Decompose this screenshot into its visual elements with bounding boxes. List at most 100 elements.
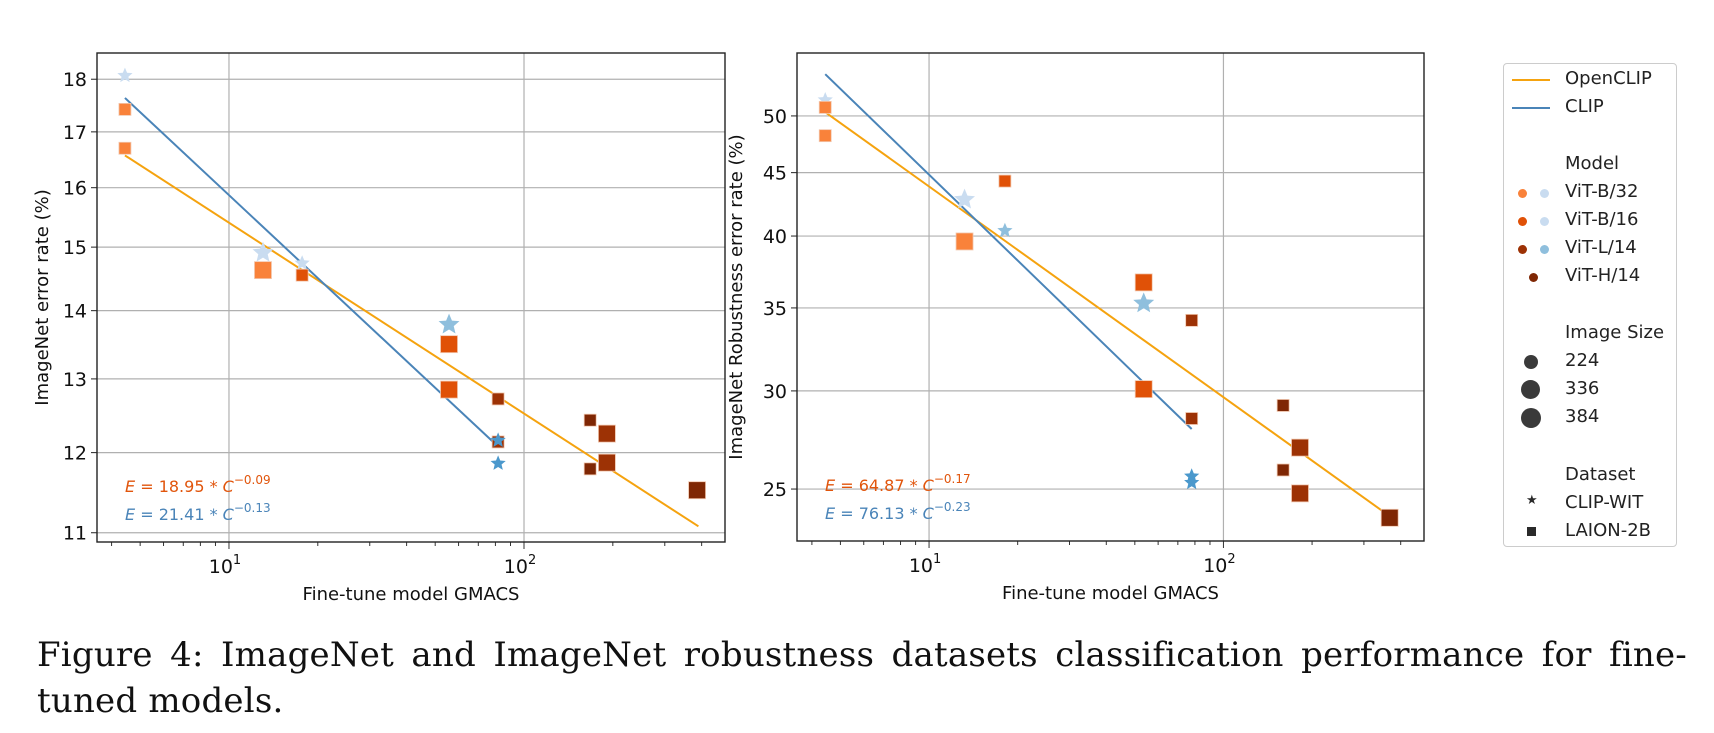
figure: 11 12 13 14 15 16 17 18 101 102 Fine-tune model GM… — [32, 52, 1425, 605]
laion-square-marker — [598, 453, 616, 472]
laion-square-marker — [598, 424, 616, 443]
legend-item-vit-h14: ViT-H/14 — [1504, 265, 1676, 289]
figure-caption: Figure 4: ImageNet and ImageNet robustne… — [37, 635, 1687, 721]
laion-square-marker — [1291, 438, 1309, 457]
y-tick-label: 17 — [63, 122, 87, 144]
y-tick-label: 45 — [763, 163, 787, 185]
laion-square-marker — [1276, 463, 1290, 477]
laion-square-marker — [688, 481, 706, 500]
equation-annotation-clip: E = 76.13 * C−0.23 — [825, 500, 971, 523]
laion-square-marker — [998, 174, 1012, 188]
y-tick-label: 14 — [63, 301, 87, 323]
legend-item-vit-l14: ViT-L/14 — [1504, 237, 1676, 261]
laion-square-marker — [440, 335, 458, 354]
openclip-line-swatch — [1512, 79, 1550, 81]
square-icon — [1527, 527, 1536, 536]
clip-color-dot — [1540, 217, 1549, 226]
legend-item-clip-wit: ★ CLIP-WIT — [1504, 492, 1676, 516]
legend-model-title: Model — [1504, 153, 1676, 177]
star-icon: ★ — [1526, 493, 1538, 508]
equation-annotation-clip: E = 21.41 * C−0.13 — [125, 501, 271, 524]
legend-item-vit-b16: ViT-B/16 — [1504, 209, 1676, 233]
legend-item-laion-2b: LAION-2B — [1504, 520, 1676, 544]
chart-panel-1: 11 12 13 14 15 16 17 18 101 102 Fine-tune model GM… — [32, 52, 726, 605]
y-tick-label: 11 — [63, 523, 87, 545]
legend-label: LAION-2B — [1565, 520, 1651, 541]
fit-line-clip — [824, 73, 1193, 430]
axes-frame — [796, 52, 1425, 542]
laion-square-marker — [818, 129, 832, 143]
laion-square-marker — [440, 380, 458, 399]
laion-square-marker — [583, 462, 597, 476]
laion-square-marker — [1291, 484, 1309, 503]
legend-title: Image Size — [1565, 322, 1665, 343]
size-dot-icon — [1524, 355, 1538, 369]
legend-dataset-title: Dataset — [1504, 464, 1676, 488]
x-tick-label: 102 — [504, 553, 536, 578]
legend-label: CLIP-WIT — [1565, 492, 1644, 513]
clip-star-marker — [1184, 474, 1200, 490]
clip-star-marker — [490, 455, 506, 470]
legend-title: Model — [1565, 153, 1620, 174]
y-tick-label: 30 — [763, 381, 787, 403]
fit-line-clip — [124, 97, 500, 448]
laion-square-marker — [955, 232, 974, 251]
legend-item-size-336: 336 — [1504, 378, 1676, 402]
clip-color-dot — [1540, 245, 1549, 254]
legend-item-openclip: OpenCLIP — [1504, 68, 1676, 92]
laion-color-dot — [1529, 273, 1538, 282]
laion-square-marker — [491, 392, 505, 406]
x-tick-label: 101 — [209, 553, 241, 578]
legend-item-vit-b32: ViT-B/32 — [1504, 181, 1676, 205]
x-tick-label: 102 — [1203, 552, 1235, 577]
x-axis-label: Fine-tune model GMACS — [1002, 583, 1219, 604]
x-tick-label: 101 — [909, 552, 941, 577]
equation-annotation-openclip: E = 64.87 * C−0.17 — [825, 472, 971, 495]
y-tick-label: 15 — [63, 237, 87, 259]
clip-star-marker — [997, 222, 1013, 238]
laion-color-dot — [1518, 245, 1527, 254]
clip-star-marker — [117, 67, 133, 83]
laion-square-marker — [1185, 412, 1199, 425]
x-axis-label: Fine-tune model GMACS — [303, 584, 520, 605]
legend-label: 224 — [1565, 350, 1600, 371]
equation-annotation-openclip: E = 18.95 * C−0.09 — [125, 473, 271, 496]
y-tick-label: 50 — [763, 106, 787, 128]
legend-label: OpenCLIP — [1565, 68, 1652, 89]
axes-frame — [96, 52, 726, 543]
laion-square-marker — [1276, 399, 1290, 412]
y-axis-label: ImageNet error rate (%) — [32, 189, 53, 405]
legend-item-size-384: 384 — [1504, 406, 1676, 430]
fit-line-openclip — [824, 111, 1397, 522]
chart-panel-2: 25 30 35 40 45 50 101 102 Fine-tune model GMACS I… — [726, 52, 1425, 604]
y-axis-label: ImageNet Robustness error rate (%) — [726, 134, 747, 459]
legend: OpenCLIP CLIP Model ViT-B/32 ViT-B/16 Vi… — [1503, 63, 1677, 547]
size-dot-icon — [1521, 408, 1541, 428]
legend-title: Dataset — [1565, 464, 1636, 485]
laion-color-dot — [1518, 217, 1527, 226]
legend-label: ViT-L/14 — [1565, 237, 1637, 258]
laion-square-marker — [118, 102, 132, 116]
legend-label: 384 — [1565, 406, 1600, 427]
legend-size-title: Image Size — [1504, 322, 1676, 346]
legend-item-size-224: 224 — [1504, 350, 1676, 374]
legend-label: ViT-B/16 — [1565, 209, 1639, 230]
laion-color-dot — [1518, 189, 1527, 198]
legend-label: ViT-H/14 — [1565, 265, 1641, 286]
laion-square-marker — [295, 268, 309, 282]
clip-line-swatch — [1512, 107, 1550, 109]
y-tick-label: 18 — [63, 69, 87, 91]
size-dot-icon — [1521, 380, 1540, 399]
y-tick-label: 13 — [63, 369, 87, 391]
y-tick-label: 12 — [63, 443, 87, 465]
legend-label: CLIP — [1565, 96, 1604, 117]
clip-star-marker — [294, 255, 310, 270]
laion-square-marker — [818, 100, 832, 114]
legend-item-clip: CLIP — [1504, 96, 1676, 120]
laion-square-marker — [583, 413, 597, 427]
y-tick-label: 40 — [763, 226, 787, 248]
legend-label: 336 — [1565, 378, 1600, 399]
legend-label: ViT-B/32 — [1565, 181, 1639, 202]
clip-star-marker — [1133, 292, 1155, 313]
laion-square-marker — [1134, 273, 1153, 292]
